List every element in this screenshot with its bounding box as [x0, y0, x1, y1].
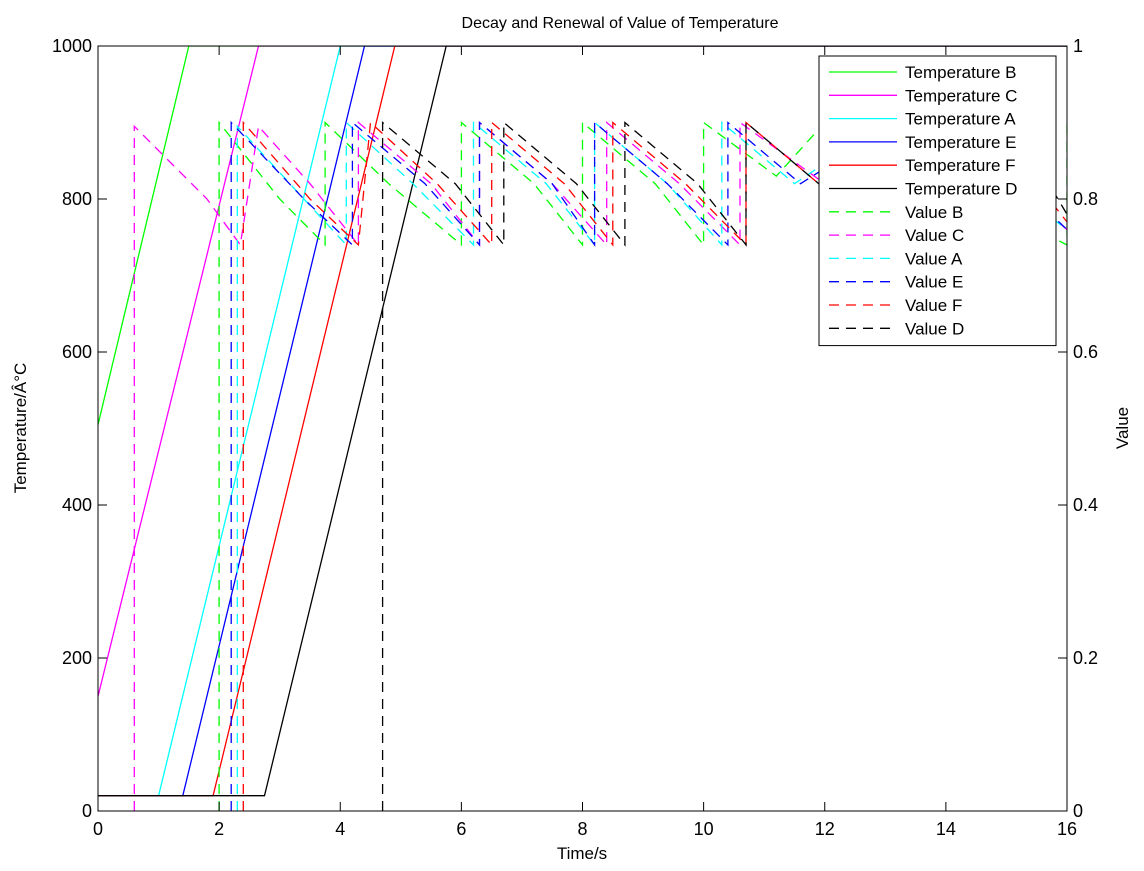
legend-label-temperature-d: Temperature D — [905, 180, 1017, 199]
series-line-value-a — [236, 121, 1067, 811]
x-tick-label: 14 — [936, 819, 956, 839]
legend-box — [818, 55, 1057, 347]
y2-tick-label: 1 — [1073, 36, 1083, 56]
x-tick-label: 8 — [577, 819, 587, 839]
legend-label-temperature-a: Temperature A — [905, 110, 1016, 129]
y-tick-label: 800 — [62, 189, 92, 209]
y-tick-label: 200 — [62, 648, 92, 668]
series-line-temperature-d — [98, 46, 1067, 797]
x-tick-label: 4 — [335, 819, 345, 839]
legend-label-temperature-f: Temperature F — [905, 156, 1016, 175]
y2-tick-label: 0.6 — [1073, 342, 1098, 362]
y-tick-label: 1000 — [52, 36, 92, 56]
legend-label-value-f: Value F — [905, 296, 962, 315]
y2-tick-label: 0 — [1073, 801, 1083, 821]
tick-layer: 0 2 4 6 8 10 12 14 160200400600800100000.20.40.6… — [52, 36, 1098, 839]
series-line-temperature-b — [98, 46, 1067, 425]
y2-axis-label: Value — [1113, 407, 1132, 449]
legend-label-value-b: Value B — [905, 203, 963, 222]
x-tick-label: 0 — [93, 819, 103, 839]
y2-tick-label: 0.2 — [1073, 648, 1098, 668]
x-tick-label: 10 — [694, 819, 714, 839]
y-tick-label: 600 — [62, 342, 92, 362]
legend-label-value-c: Value C — [905, 226, 964, 245]
x-tick-label: 2 — [214, 819, 224, 839]
legend-label-value-d: Value D — [905, 319, 964, 338]
x-axis-label: Time/s — [557, 844, 607, 863]
legend-label-temperature-b: Temperature B — [905, 63, 1017, 82]
legend-label-value-e: Value E — [905, 273, 963, 292]
x-tick-label: 6 — [456, 819, 466, 839]
legend: Temperature B Temperature C Temperature A T… — [818, 55, 1057, 347]
y-tick-label: 400 — [62, 495, 92, 515]
y-axis-label: Temperature/Â°C — [11, 363, 30, 494]
x-tick-label: 12 — [815, 819, 835, 839]
x-tick-label: 16 — [1057, 819, 1077, 839]
legend-label-value-a: Value A — [905, 249, 963, 268]
y2-tick-label: 0.4 — [1073, 495, 1098, 515]
series-line-temperature-c — [98, 46, 1067, 697]
y-tick-label: 0 — [82, 801, 92, 821]
series-layer — [98, 46, 1067, 811]
y2-tick-label: 0.8 — [1073, 189, 1098, 209]
chart-title: Decay and Renewal of Value of Temperatur… — [462, 15, 779, 32]
legend-label-temperature-e: Temperature E — [905, 133, 1017, 152]
series-line-value-e — [230, 120, 1067, 811]
legend-label-temperature-c: Temperature C — [905, 86, 1017, 105]
